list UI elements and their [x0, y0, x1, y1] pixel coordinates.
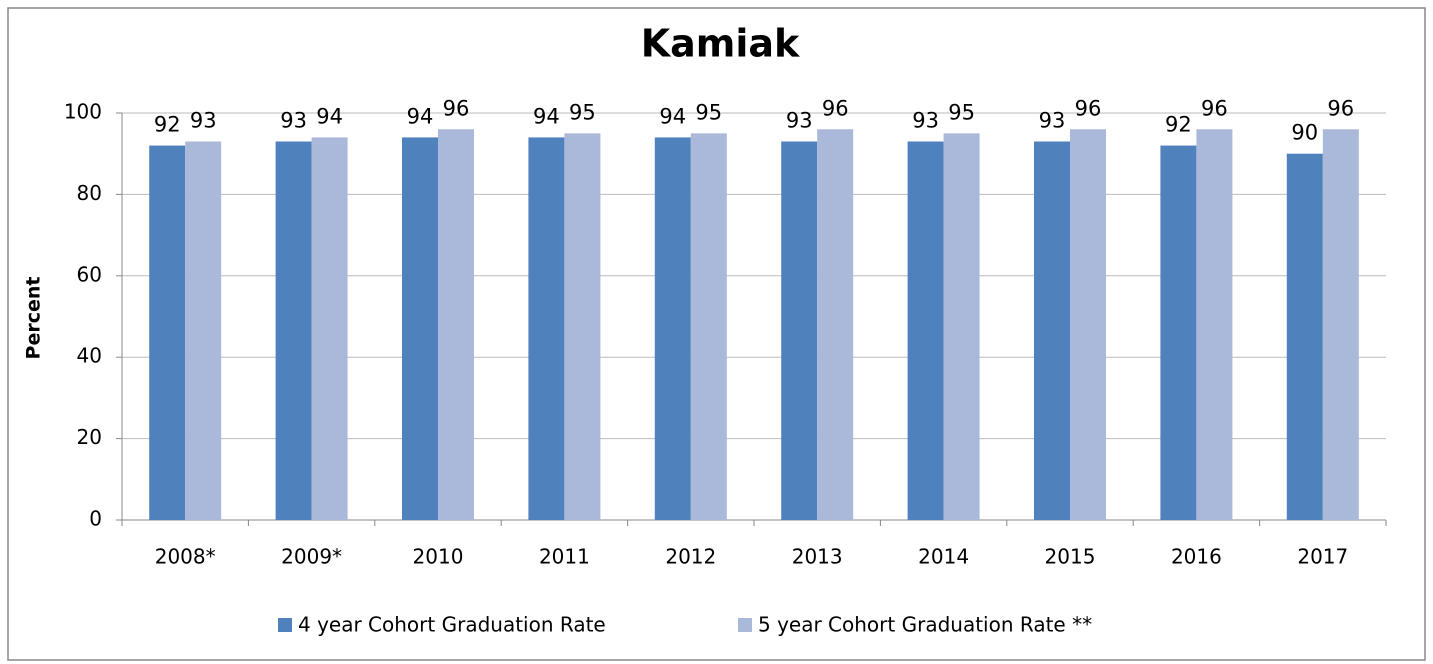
- data-label: 96: [822, 96, 849, 120]
- y-tick-label: 60: [77, 262, 102, 286]
- data-label: 94: [533, 104, 560, 128]
- bar: [781, 141, 818, 521]
- x-tick-label: 2010: [413, 545, 464, 569]
- legend-swatch: [278, 618, 292, 632]
- bar: [438, 129, 474, 520]
- data-label: 93: [190, 108, 217, 132]
- bar: [528, 137, 565, 521]
- bar: [690, 133, 727, 520]
- data-label: 94: [316, 104, 343, 128]
- x-tick-label: 2015: [1045, 545, 1096, 569]
- data-label: 96: [1075, 96, 1102, 120]
- data-label: 93: [912, 108, 939, 132]
- bar: [907, 141, 944, 521]
- bar: [654, 137, 691, 521]
- bar: [402, 137, 438, 521]
- bar: [1034, 141, 1070, 521]
- x-tick-label: 2009*: [281, 545, 342, 569]
- data-label: 96: [443, 96, 470, 120]
- chart-title: Kamiak: [641, 22, 800, 66]
- bar: [817, 129, 854, 520]
- bar: [275, 141, 312, 521]
- x-tick-label: 2013: [792, 545, 843, 569]
- data-label: 96: [1327, 96, 1354, 120]
- bar: [1160, 145, 1197, 520]
- bar: [1070, 129, 1106, 520]
- y-tick-label: 80: [77, 181, 102, 205]
- y-tick-label: 100: [64, 100, 102, 124]
- bar: [185, 141, 222, 521]
- y-tick-label: 0: [89, 507, 102, 531]
- bar: [1322, 129, 1359, 520]
- y-tick-label: 40: [77, 344, 102, 368]
- data-label: 96: [1201, 96, 1228, 120]
- legend-label: 5 year Cohort Graduation Rate **: [758, 613, 1092, 637]
- y-tick-label: 20: [77, 425, 102, 449]
- bar: [943, 133, 980, 520]
- y-axis-label: Percent: [23, 277, 45, 360]
- data-label: 93: [786, 108, 813, 132]
- bar: [1286, 153, 1323, 520]
- data-label: 95: [569, 100, 596, 124]
- data-label: 93: [280, 108, 307, 132]
- data-label: 92: [1165, 113, 1192, 137]
- x-tick-label: 2014: [918, 545, 969, 569]
- data-label: 93: [1039, 108, 1066, 132]
- legend-swatch: [738, 618, 752, 632]
- x-tick-label: 2016: [1171, 545, 1222, 569]
- x-tick-label: 2011: [539, 545, 590, 569]
- bar: [311, 137, 348, 521]
- data-label: 94: [659, 104, 686, 128]
- legend-label: 4 year Cohort Graduation Rate: [298, 613, 606, 637]
- data-label: 95: [948, 100, 975, 124]
- x-tick-label: 2008*: [155, 545, 216, 569]
- data-label: 90: [1291, 121, 1318, 145]
- bar: [149, 145, 186, 520]
- x-tick-label: 2017: [1297, 545, 1348, 569]
- data-label: 94: [407, 104, 434, 128]
- data-label: 95: [695, 100, 722, 124]
- bar: [1196, 129, 1233, 520]
- data-label: 92: [154, 113, 181, 137]
- bar: [564, 133, 601, 520]
- x-tick-label: 2012: [665, 545, 716, 569]
